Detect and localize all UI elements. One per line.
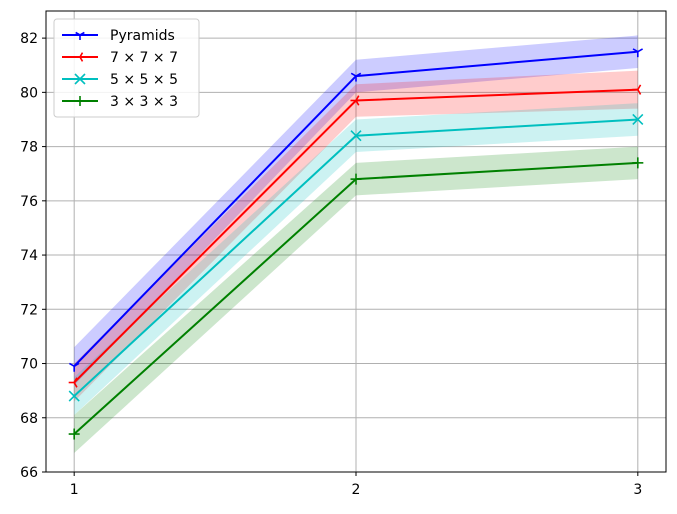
data-point-marker: [68, 428, 80, 440]
legend-marker-sample: [75, 31, 85, 40]
confidence-bands: [74, 35, 638, 454]
y-tick-label: 80: [20, 85, 38, 101]
data-point-marker: [632, 113, 644, 126]
legend-marker-sample: [74, 73, 86, 85]
data-point-marker: [632, 157, 644, 169]
legend-box: [53, 18, 200, 118]
legend: Pyramids 7 × 7 × 7 5 × 5 × 5 3 × 3 × 3: [53, 18, 200, 118]
data-point-marker: [632, 84, 642, 95]
axis-ticks: 66 68 70 72 74 76 78 80 82 1 2 3: [20, 31, 642, 498]
y-tick-label: 66: [20, 465, 38, 481]
y-tick-label: 74: [20, 248, 38, 264]
data-point-marker: [350, 72, 362, 82]
legend-marker-sample: [75, 96, 85, 106]
y-tick-label: 68: [20, 411, 38, 427]
x-tick-label: 3: [633, 482, 642, 498]
legend-entry-label: 3 × 3 × 3: [110, 94, 178, 110]
legend-entry-label: 5 × 5 × 5: [110, 72, 178, 88]
y-tick-label: 72: [20, 302, 38, 318]
legend-entry-label: Pyramids: [110, 28, 175, 44]
data-point-marker: [68, 377, 78, 388]
confidence-band: [74, 103, 638, 416]
confidence-band: [74, 146, 638, 454]
y-tick-label: 78: [20, 140, 38, 156]
data-point-marker: [632, 48, 644, 58]
data-point-marker: [350, 173, 362, 185]
data-point-marker: [68, 362, 80, 372]
y-tick-label: 82: [20, 31, 38, 47]
y-tick-label: 70: [20, 357, 38, 373]
grid: [46, 11, 666, 473]
series-lines: [68, 48, 644, 440]
confidence-band: [74, 35, 638, 386]
data-point-marker: [68, 390, 80, 402]
legend-entry-label: 7 × 7 × 7: [110, 50, 178, 66]
x-tick-label: 2: [352, 482, 361, 498]
x-tick-label: 1: [70, 482, 79, 498]
legend-marker-sample: [75, 52, 84, 62]
data-point-marker: [350, 130, 362, 142]
y-tick-label: 76: [20, 194, 38, 210]
confidence-band: [74, 70, 638, 402]
data-point-marker: [350, 95, 360, 106]
